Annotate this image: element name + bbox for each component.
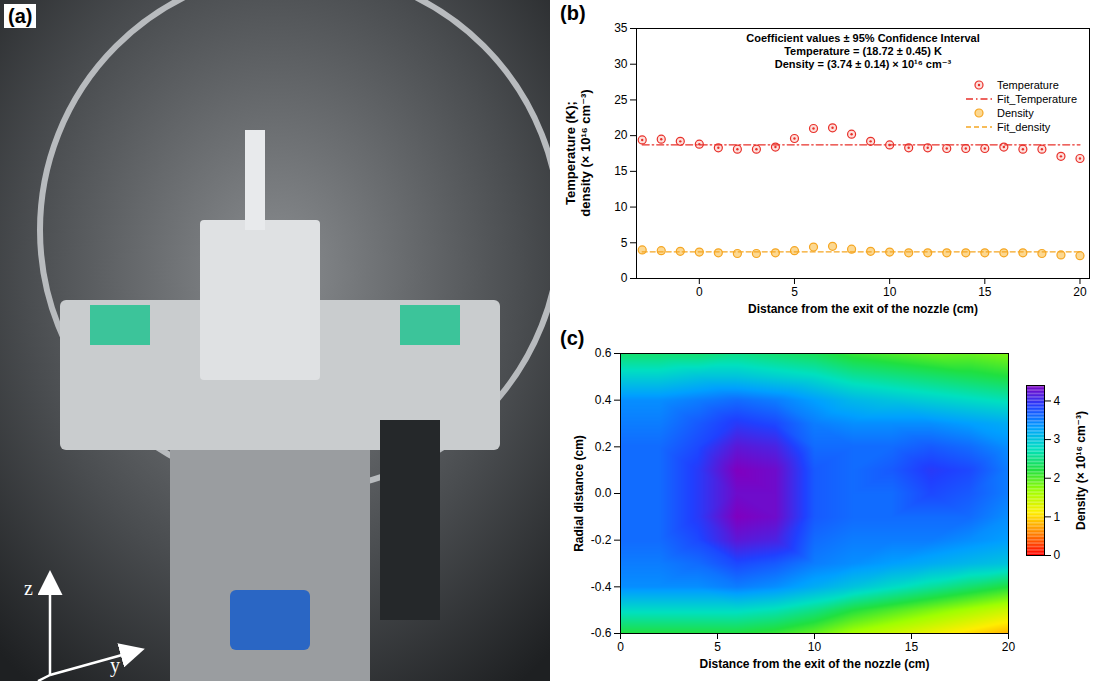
svg-text:0: 0 xyxy=(621,271,628,285)
svg-text:20: 20 xyxy=(614,128,628,142)
html-text:density (× 10¹⁶ cm⁻³): density (× 10¹⁶ cm⁻³) xyxy=(578,89,593,217)
svg-text:5: 5 xyxy=(714,640,721,654)
svg-text:15: 15 xyxy=(905,640,919,654)
svg-text:0.0: 0.0 xyxy=(595,486,612,500)
svg-text:y: y xyxy=(110,654,120,677)
svg-text:15: 15 xyxy=(978,285,992,299)
svg-text:0: 0 xyxy=(1054,548,1061,562)
svg-text:Temperature = (18.72 ± 0.45) K: Temperature = (18.72 ± 0.45) K xyxy=(784,45,942,57)
svg-text:Density (× 10¹⁶ cm⁻³): Density (× 10¹⁶ cm⁻³) xyxy=(1074,411,1088,530)
svg-text:20: 20 xyxy=(1073,285,1087,299)
svg-text:0.2: 0.2 xyxy=(595,440,612,454)
svg-text:30: 30 xyxy=(614,57,628,71)
svg-text:z: z xyxy=(24,577,33,599)
svg-text:-0.6: -0.6 xyxy=(591,626,612,640)
svg-text:10: 10 xyxy=(614,200,628,214)
svg-text:4: 4 xyxy=(1054,394,1061,408)
svg-text:2: 2 xyxy=(1054,471,1061,485)
svg-text:Distance from the exit of the: Distance from the exit of the nozzle (cm… xyxy=(748,302,978,316)
svg-text:Density = (3.74 ± 0.14) × 10¹⁶: Density = (3.74 ± 0.14) × 10¹⁶ cm⁻³ xyxy=(775,58,952,70)
svg-text:10: 10 xyxy=(883,285,897,299)
html-text:Fit_Temperature: Fit_Temperature xyxy=(997,93,1078,105)
svg-text:0: 0 xyxy=(617,640,624,654)
svg-text:20: 20 xyxy=(1002,640,1016,654)
html-text:Temperature: Temperature xyxy=(997,79,1059,91)
svg-text:0.4: 0.4 xyxy=(595,393,612,407)
svg-text:3: 3 xyxy=(1054,432,1061,446)
svg-text:0.6: 0.6 xyxy=(595,346,612,360)
html-text:Fit_density: Fit_density xyxy=(997,121,1051,133)
html-text:Density: Density xyxy=(997,107,1034,119)
svg-text:5: 5 xyxy=(621,236,628,250)
svg-text:35: 35 xyxy=(614,21,628,35)
svg-text:Radial distance (cm): Radial distance (cm) xyxy=(572,435,586,552)
html-text:(a): (a) xyxy=(8,5,33,27)
svg-text:5: 5 xyxy=(791,285,798,299)
svg-text:1: 1 xyxy=(1054,510,1061,524)
svg-text:-0.4: -0.4 xyxy=(591,580,612,594)
svg-text:10: 10 xyxy=(808,640,822,654)
svg-text:-0.2: -0.2 xyxy=(591,533,612,547)
svg-text:Coefficient values ± 95% Confi: Coefficient values ± 95% Confidence Inte… xyxy=(746,32,979,44)
html-text:(b): (b) xyxy=(560,2,586,24)
html-text:(c): (c) xyxy=(560,327,585,349)
html-text:Temperature (K);: Temperature (K); xyxy=(563,101,578,205)
svg-text:Distance from the exit of the: Distance from the exit of the nozzle (cm… xyxy=(699,657,929,671)
svg-text:25: 25 xyxy=(614,93,628,107)
svg-text:0: 0 xyxy=(696,285,703,299)
svg-text:15: 15 xyxy=(614,164,628,178)
